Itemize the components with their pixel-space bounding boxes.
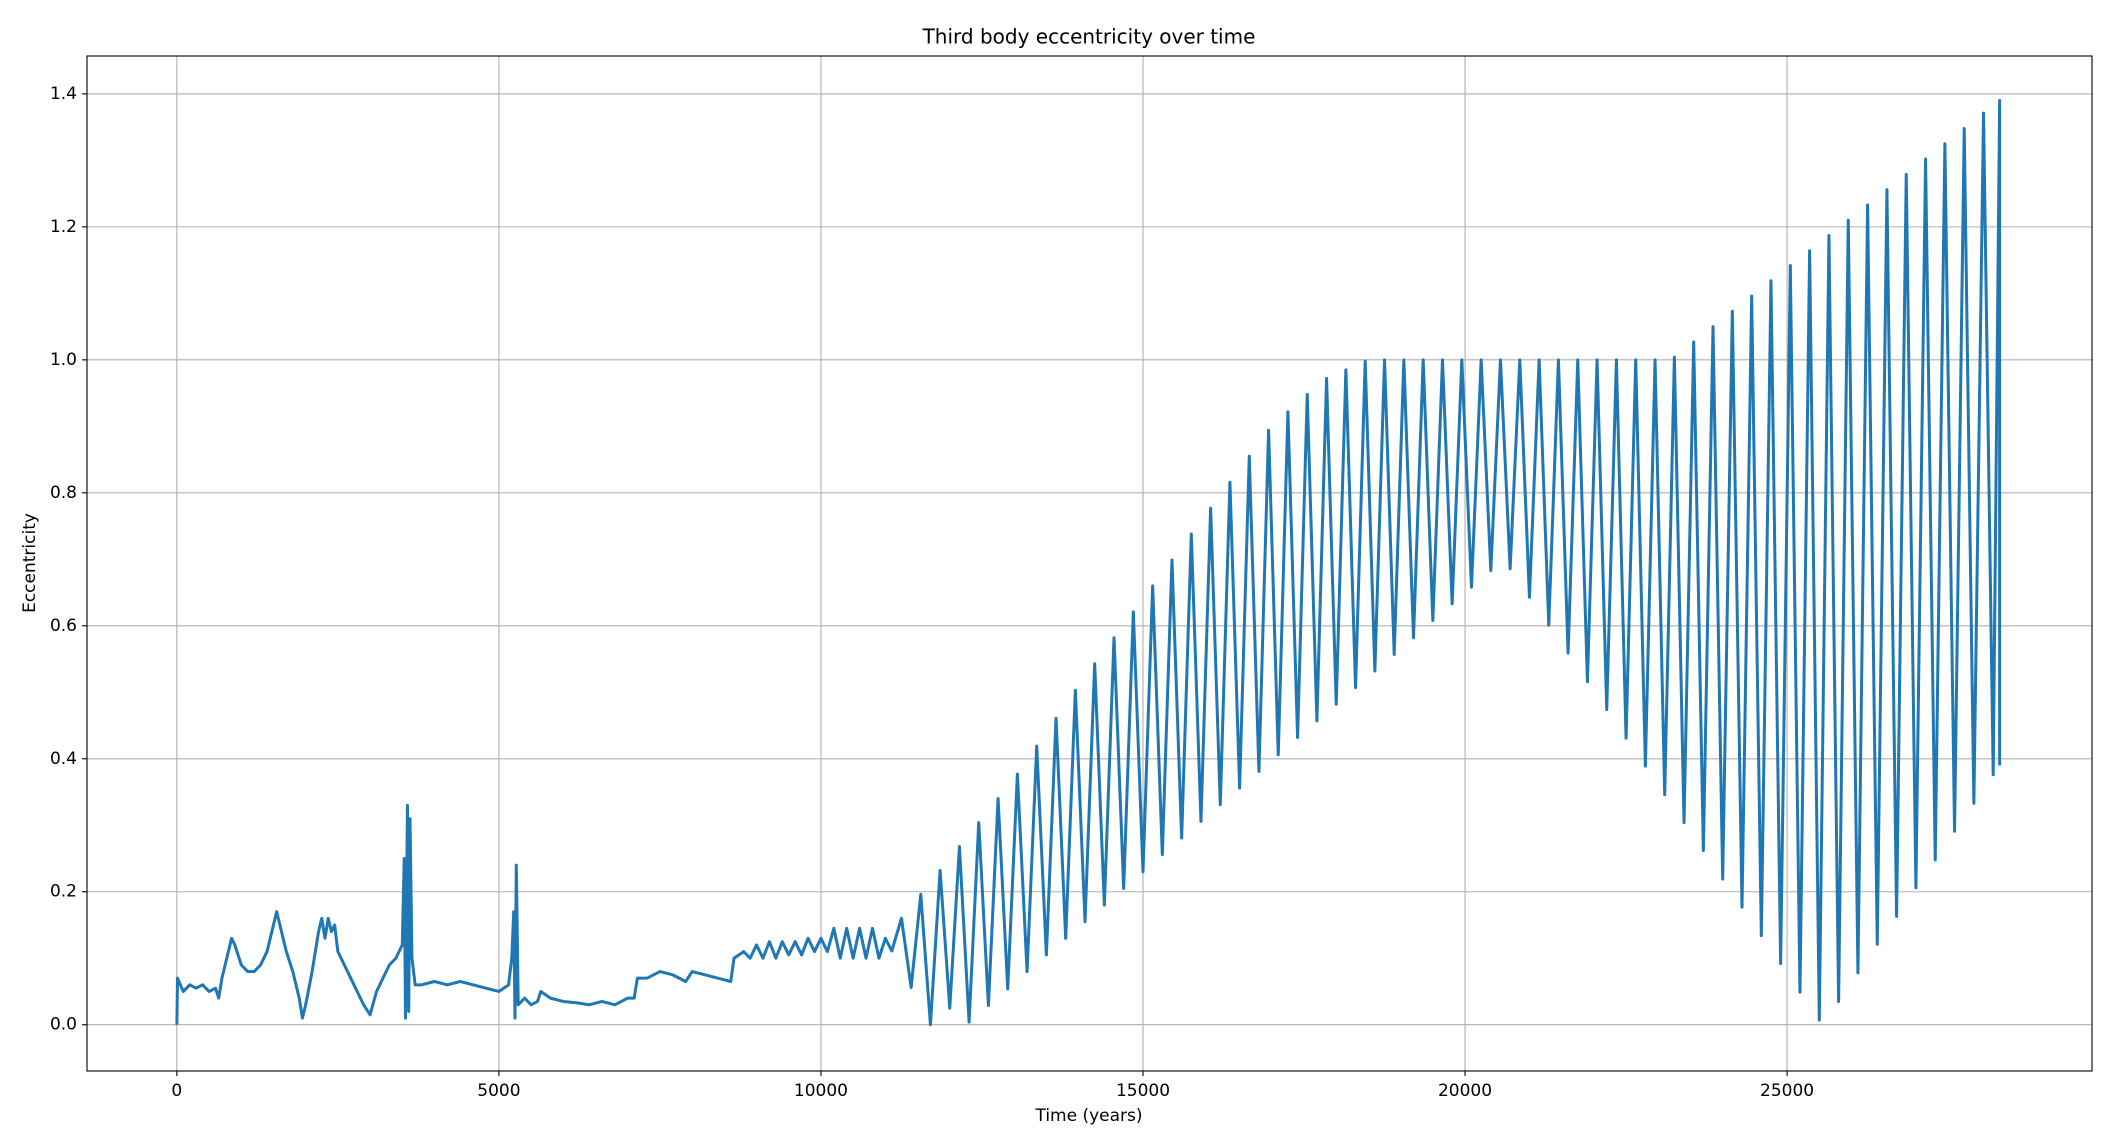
x-tick-label: 10000 bbox=[794, 1081, 848, 1101]
y-tick-label: 0.2 bbox=[50, 882, 77, 902]
y-tick-label: 0.8 bbox=[50, 483, 77, 503]
x-tick-label: 20000 bbox=[1438, 1081, 1492, 1101]
y-tick-label: 0.4 bbox=[50, 749, 77, 769]
x-tick-label: 25000 bbox=[1760, 1081, 1814, 1101]
y-tick-label: 1.2 bbox=[50, 217, 77, 237]
x-tick-label: 5000 bbox=[477, 1081, 520, 1101]
x-tick-label: 15000 bbox=[1116, 1081, 1170, 1101]
y-tick-label: 1.0 bbox=[50, 350, 77, 370]
data-line bbox=[175, 99, 2002, 1027]
y-tick-label: 1.4 bbox=[50, 84, 77, 104]
x-tick-label: 0 bbox=[171, 1081, 182, 1101]
y-axis-label: Eccentricity bbox=[20, 513, 40, 613]
plot-frame bbox=[86, 55, 2093, 1072]
x-axis-label: Time (years) bbox=[1034, 1106, 1142, 1125]
y-tick-label: 0.6 bbox=[50, 616, 77, 636]
chart-title: Third body eccentricity over time bbox=[922, 25, 1256, 49]
y-tick-label: 0.0 bbox=[50, 1015, 77, 1035]
